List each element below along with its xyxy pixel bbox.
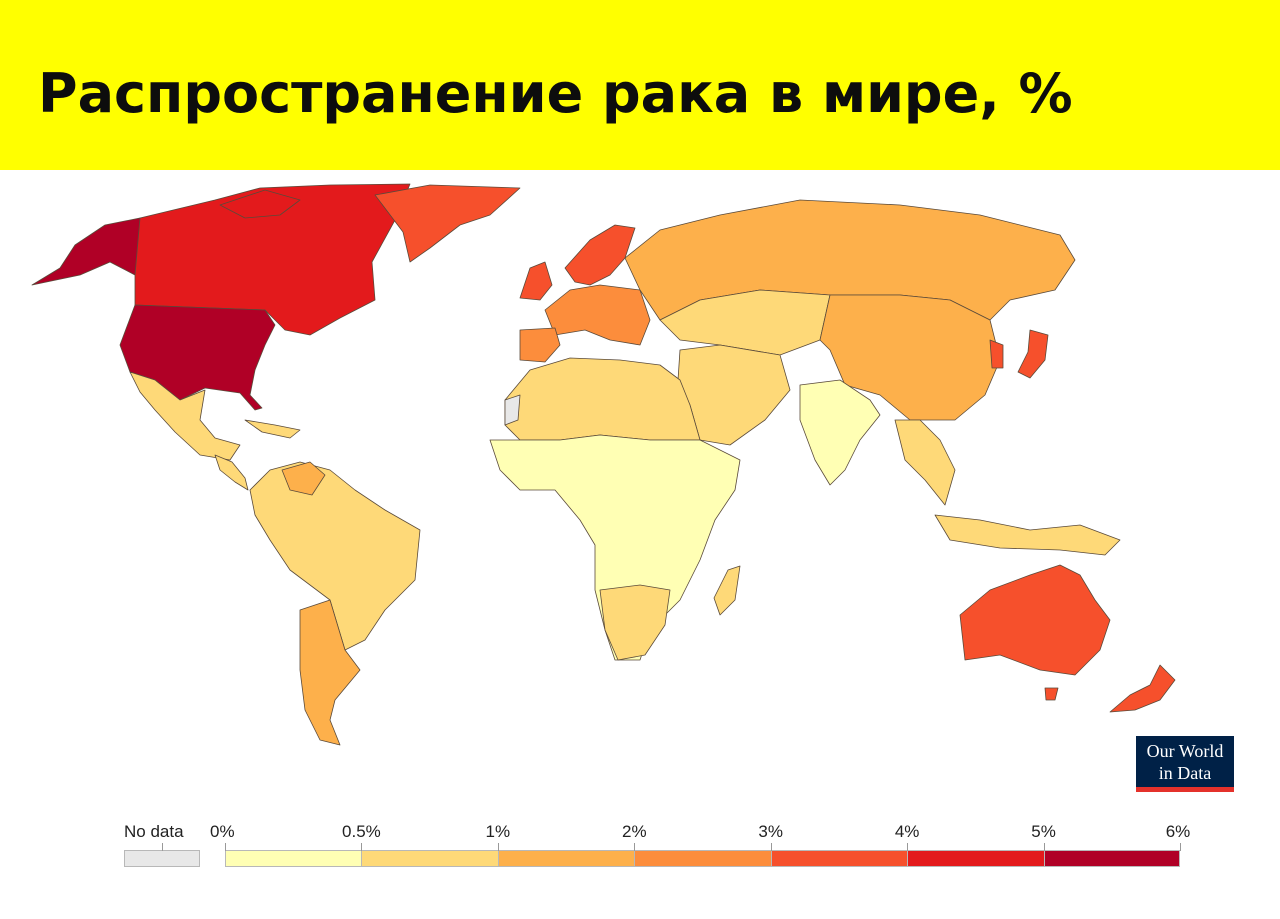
region-iberia [519, 327, 561, 363]
region-canada-arctic [219, 189, 301, 219]
legend-tick [225, 843, 226, 851]
legend-tick [497, 843, 499, 851]
legend-no-data-swatch [124, 850, 200, 867]
region-western-europe [544, 284, 651, 346]
legend-tick-label: 4% [894, 822, 920, 841]
region-mexico [129, 371, 241, 461]
region-south-africa [599, 584, 671, 661]
region-caribbean [244, 419, 301, 439]
legend-bin [361, 850, 498, 867]
region-venezuela [281, 461, 326, 496]
region-china [819, 294, 1001, 421]
region-western-sahara [504, 394, 521, 426]
region-argentina [299, 599, 361, 746]
legend-tick-label: 5% [1031, 822, 1056, 841]
legend-tick [907, 843, 909, 851]
legend-tick-label: 3% [758, 822, 783, 841]
legend-tick [1180, 843, 1181, 851]
legend-tick-label: 6% [1165, 822, 1191, 841]
legend-bin [907, 850, 1044, 867]
owid-logo: Our World in Data [1136, 736, 1234, 792]
region-indonesia [934, 514, 1121, 556]
legend-tick-label: 0.5% [342, 822, 381, 841]
region-uk [519, 261, 553, 301]
world-map [31, 183, 1176, 746]
legend-tick-label: 1% [485, 822, 511, 841]
region-new-zealand [1109, 664, 1176, 713]
region-japan [1017, 329, 1049, 379]
region-tasmania [1044, 687, 1059, 701]
region-greenland [374, 184, 521, 263]
region-central-america [214, 454, 249, 491]
legend-bin [634, 850, 771, 867]
region-north-africa [504, 357, 701, 441]
legend-bin [225, 850, 362, 867]
legend-tick-label: 2% [621, 822, 647, 841]
legend-tick [634, 843, 636, 851]
title-banner [0, 0, 1280, 170]
region-scandinavia [564, 224, 636, 286]
legend-bin [770, 850, 908, 867]
region-korea [989, 339, 1004, 369]
legend-bin [497, 850, 635, 867]
region-australia [959, 564, 1111, 676]
page-title: Распространение рака в мире, % [38, 62, 1073, 125]
logo-accent-bar [1136, 787, 1234, 792]
region-madagascar [713, 565, 741, 616]
legend-tick [361, 843, 363, 851]
legend-bin [1043, 850, 1180, 867]
legend-tick-label: 0% [210, 822, 235, 841]
legend-tick [1043, 843, 1045, 851]
legend-tick [770, 843, 772, 851]
region-southeast-asia [894, 419, 956, 506]
legend-no-data-tick [162, 843, 163, 851]
region-india [799, 379, 881, 486]
legend-no-data-label: No data [124, 822, 184, 841]
